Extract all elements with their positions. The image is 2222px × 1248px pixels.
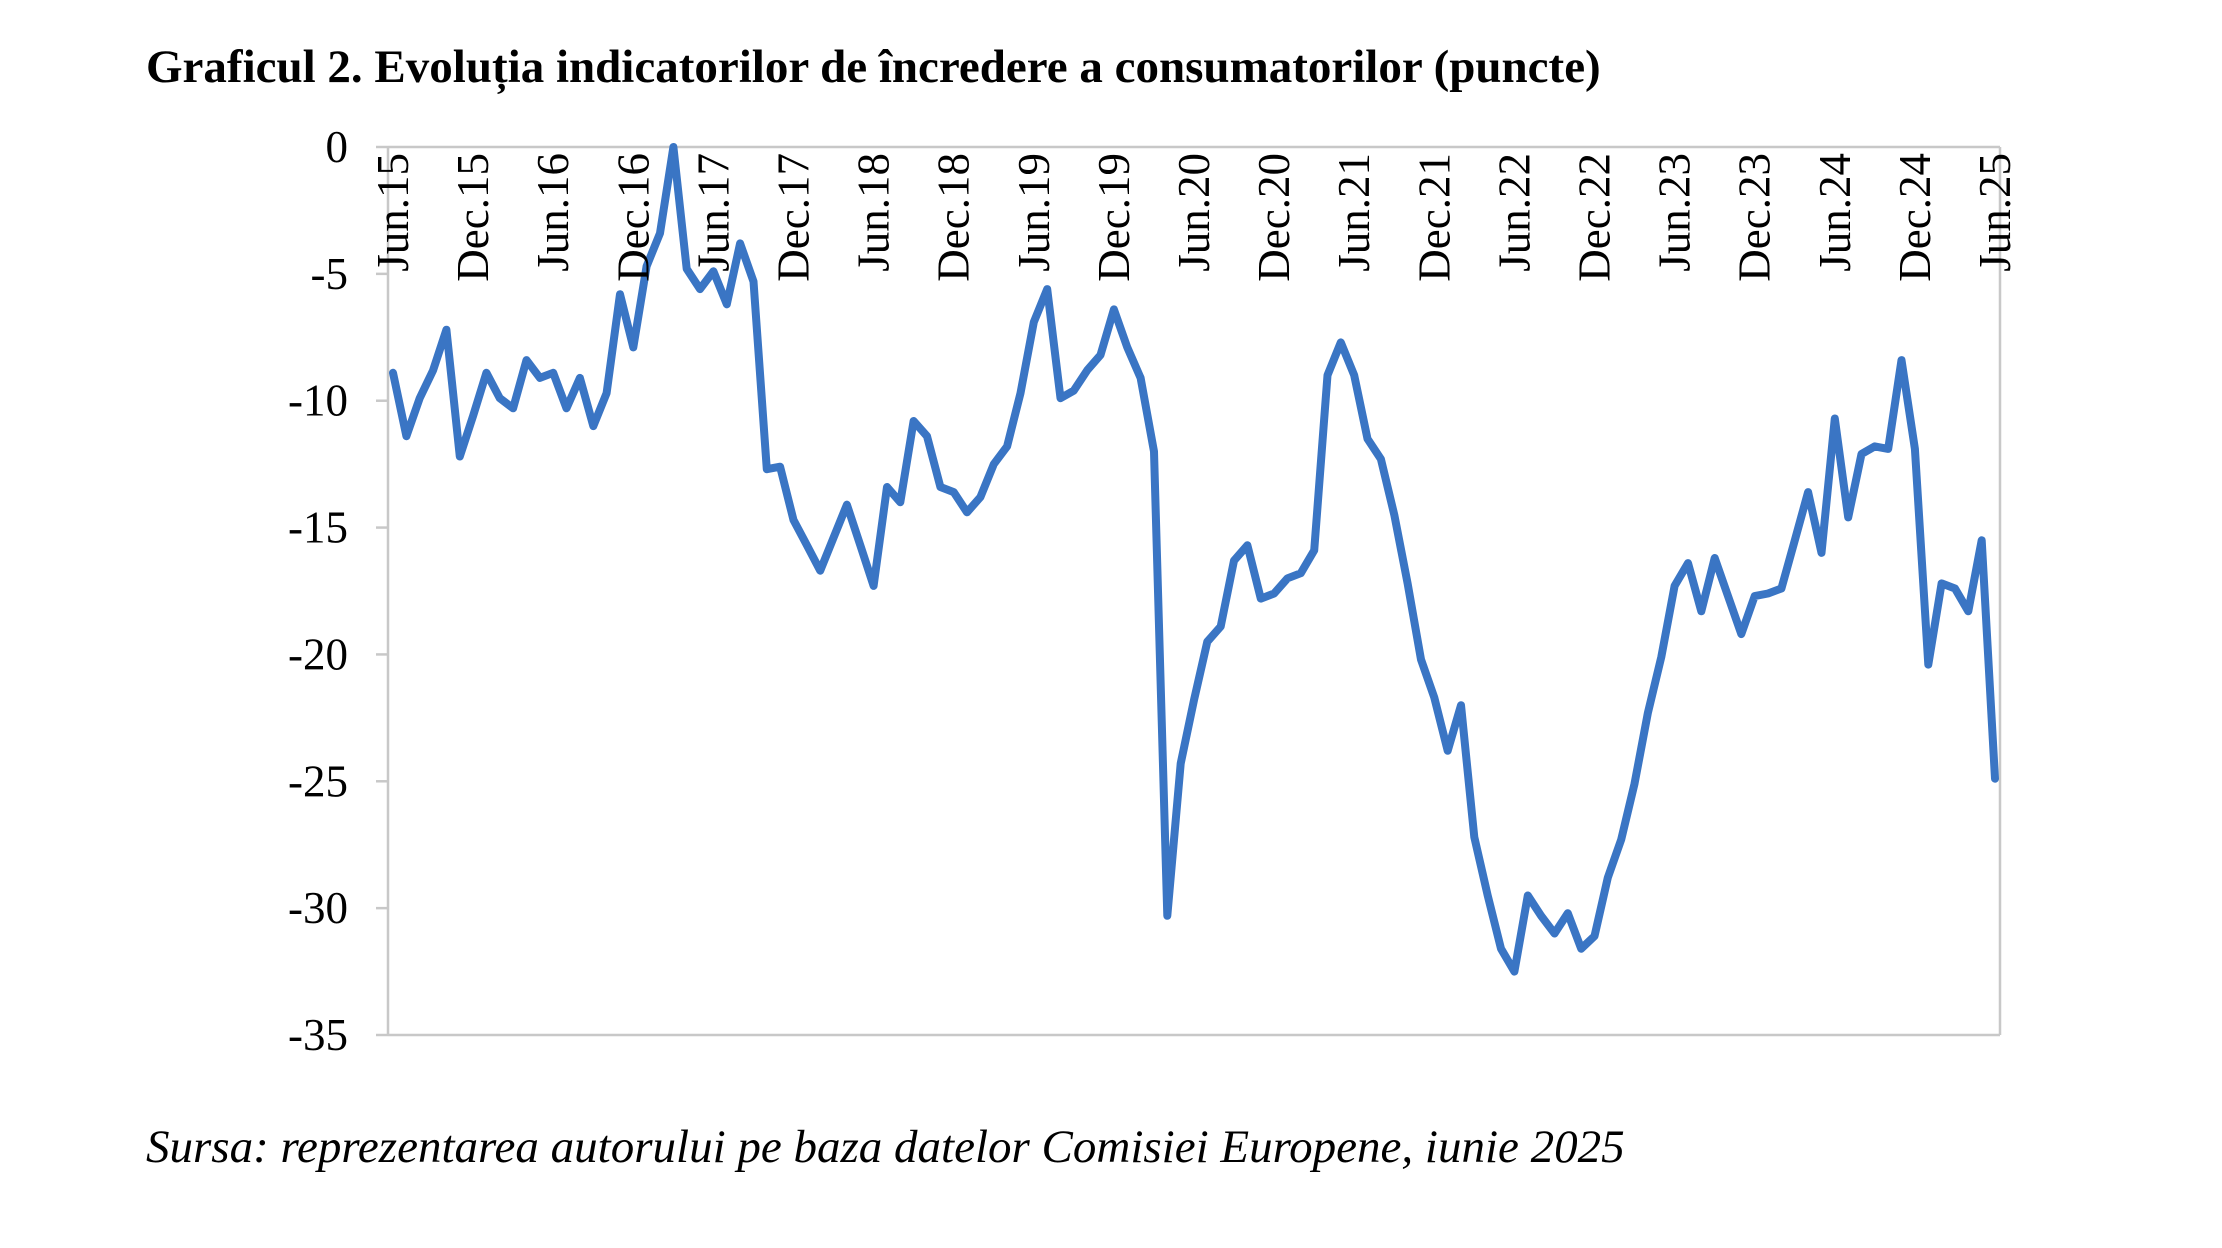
x-tick-label: Dec.21: [1409, 153, 1459, 282]
x-tick-label-group: Dec.19: [1089, 153, 1139, 282]
x-tick-label: Jun.20: [1169, 153, 1219, 272]
x-tick-label-group: Jun.17: [688, 153, 738, 272]
chart-title: Graficul 2. Evoluția indicatorilor de în…: [146, 41, 1601, 93]
y-tick-label: -25: [288, 756, 348, 806]
x-tick-label-group: Dec.24: [1890, 153, 1940, 282]
x-tick-label: Dec.23: [1730, 153, 1780, 282]
x-tick-label: Dec.20: [1249, 153, 1299, 282]
x-tick-label-group: Jun.23: [1650, 153, 1700, 272]
x-tick-label: Dec.17: [769, 153, 819, 282]
x-tick-label-group: Jun.22: [1489, 153, 1539, 272]
source-note: Sursa: reprezentarea autorului pe baza d…: [146, 1121, 1625, 1173]
x-tick-label: Dec.24: [1890, 153, 1940, 282]
x-tick-label: Jun.23: [1650, 153, 1700, 272]
x-tick-label-group: Jun.16: [528, 153, 578, 272]
x-tick-label-group: Dec.23: [1730, 153, 1780, 282]
x-tick-label: Dec.18: [929, 153, 979, 282]
x-tick-label: Dec.15: [448, 153, 498, 282]
x-tick-label-group: Jun.15: [368, 153, 418, 272]
x-tick-label: Dec.19: [1089, 153, 1139, 282]
x-tick-label-group: Dec.20: [1249, 153, 1299, 282]
x-tick-label: Jun.17: [688, 153, 738, 272]
y-tick-label: -15: [288, 503, 348, 553]
y-tick-label: -20: [288, 629, 348, 679]
x-tick-label-group: Dec.16: [608, 153, 658, 282]
x-tick-label-group: Dec.17: [769, 153, 819, 282]
series-line: [389, 143, 1999, 976]
x-tick-label-group: Jun.24: [1810, 153, 1860, 272]
x-tick-label: Jun.16: [528, 153, 578, 272]
x-tick-label: Jun.24: [1810, 153, 1860, 272]
x-tick-label-group: Dec.21: [1409, 153, 1459, 282]
x-tick-label-group: Jun.21: [1329, 153, 1379, 272]
y-tick-label: -10: [288, 376, 348, 426]
x-tick-label-group: Dec.18: [929, 153, 979, 282]
x-tick-label-group: Jun.20: [1169, 153, 1219, 272]
y-tick-label: -35: [288, 1010, 348, 1060]
x-tick-label: Jun.18: [849, 153, 899, 272]
y-tick-label: -30: [288, 883, 348, 933]
y-tick-label: 0: [326, 122, 349, 172]
x-tick-label: Jun.19: [1009, 153, 1059, 272]
x-tick-label: Jun.15: [368, 153, 418, 272]
x-tick-label: Jun.21: [1329, 153, 1379, 272]
y-tick-label: -5: [311, 249, 349, 299]
x-tick-label: Dec.16: [608, 153, 658, 282]
x-tick-label: Jun.22: [1489, 153, 1539, 272]
x-tick-label: Jun.25: [1970, 153, 2020, 272]
x-tick-label-group: Jun.25: [1970, 153, 2020, 272]
x-tick-label-group: Dec.15: [448, 153, 498, 282]
x-tick-label-group: Dec.22: [1570, 153, 1620, 282]
x-tick-label-group: Jun.18: [849, 153, 899, 272]
x-tick-label-group: Jun.19: [1009, 153, 1059, 272]
x-tick-label: Dec.22: [1570, 153, 1620, 282]
